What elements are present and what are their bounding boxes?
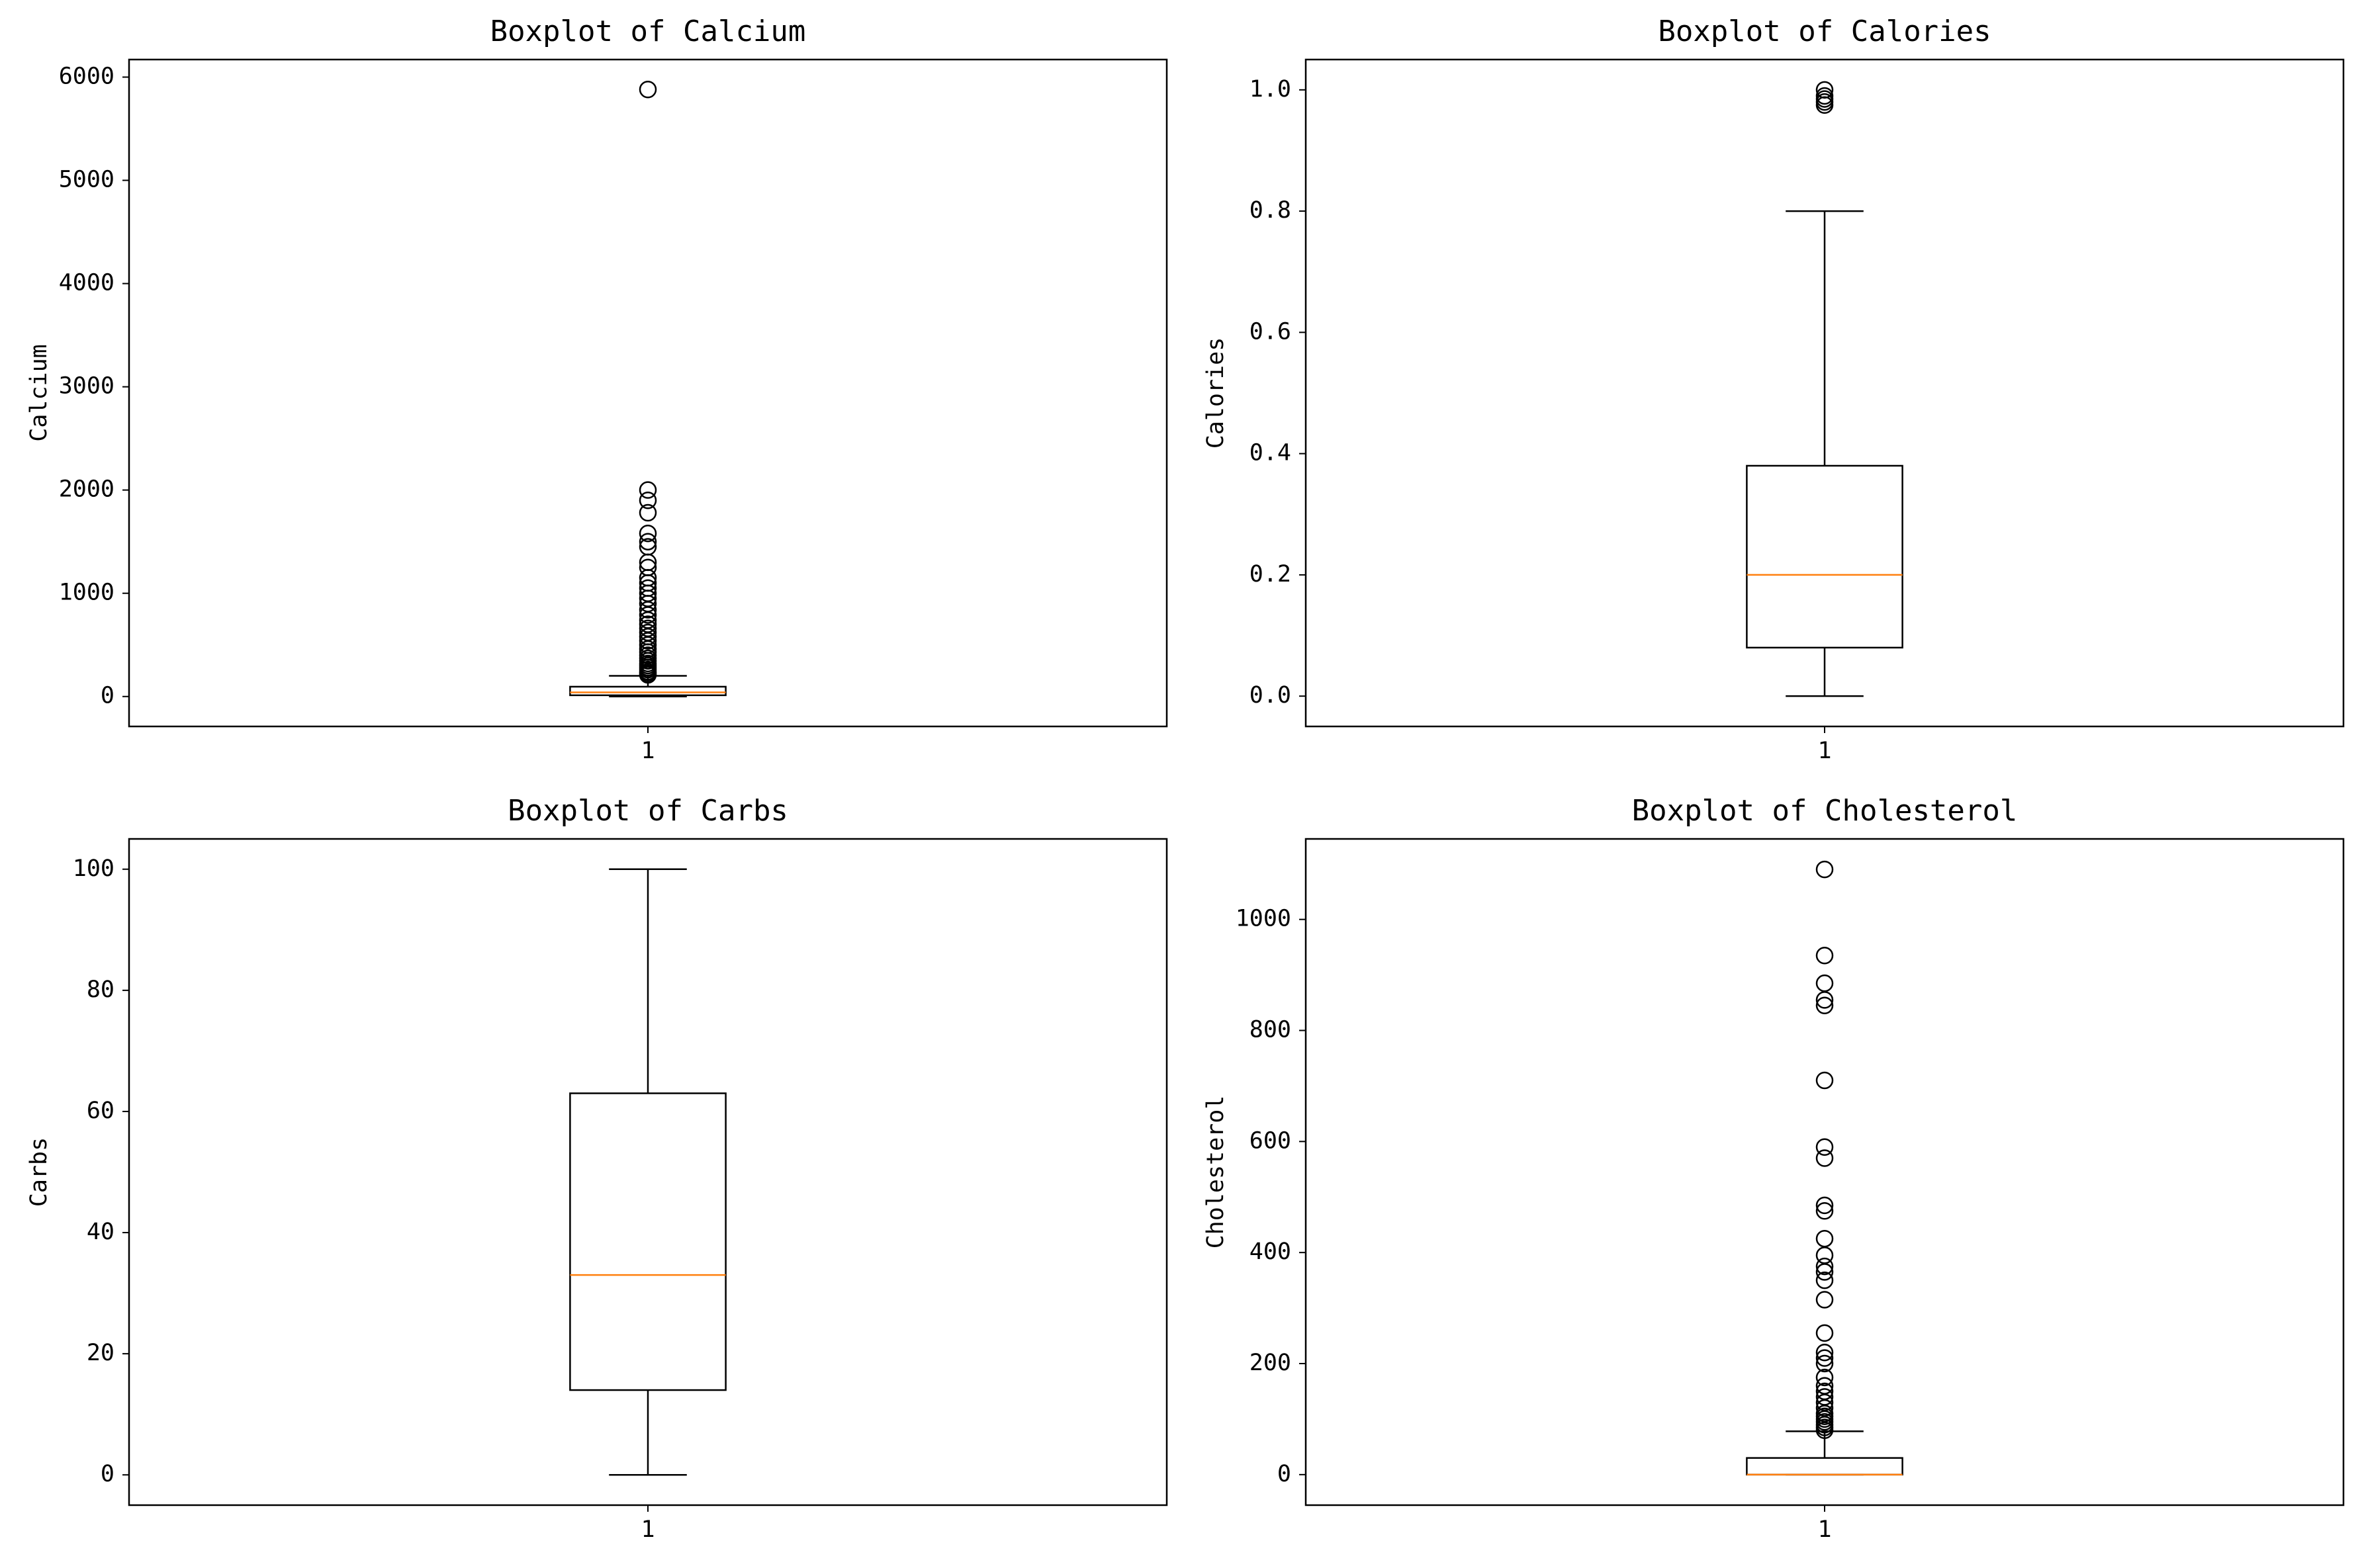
iqr-box (569, 1092, 727, 1391)
y-tick-label: 0 (101, 683, 114, 709)
outlier-point (639, 81, 657, 99)
outlier-point (639, 503, 657, 522)
axes-frame (128, 58, 1168, 728)
y-tick-label: 0.6 (1249, 318, 1291, 345)
chart-title: Boxplot of Cholesterol (1632, 794, 2018, 828)
y-tick-label: 40 (87, 1219, 114, 1245)
outlier-point (1815, 1382, 1834, 1401)
outlier-point (639, 533, 657, 550)
outlier-point (1815, 1201, 1834, 1220)
outlier-point (1815, 1271, 1834, 1289)
outlier-point (1815, 1368, 1834, 1387)
outlier-point (1815, 1291, 1834, 1309)
outlier-point (1815, 860, 1834, 879)
y-tick-label: 200 (1249, 1350, 1291, 1376)
y-tick-label: 0.8 (1249, 197, 1291, 224)
x-tick-label: 1 (641, 1516, 655, 1543)
outlier-point (1815, 1354, 1834, 1373)
outlier-point (1815, 1349, 1834, 1367)
subplot-3: 0 20 40 60 80 100 1 Boxplot of Carbs Carbs (26, 794, 1168, 1543)
x-tick-label: 1 (1817, 738, 1831, 764)
y-tick-label: 1.0 (1249, 76, 1291, 103)
subplot-4: 0 200 400 600 800 1000 1 Boxplot of Cholesterol… (1203, 794, 2345, 1543)
y-tick-label: 600 (1249, 1127, 1291, 1154)
y-tick-label: 0.0 (1249, 682, 1291, 709)
outlier-point (1815, 1246, 1834, 1264)
outlier-point (639, 623, 657, 642)
y-tick-label: 1000 (59, 580, 114, 606)
outlier-point (1815, 1388, 1834, 1406)
y-tick-label: 80 (87, 977, 114, 1003)
y-tick-label: 0 (1277, 1461, 1291, 1487)
outlier-point (639, 579, 657, 597)
outlier-point (1815, 87, 1834, 105)
outlier-point (639, 615, 657, 633)
outlier-point (1815, 996, 1834, 1014)
x-tick-label: 1 (641, 738, 655, 764)
y-tick-label: 1000 (1236, 906, 1291, 932)
y-axis-label: Calcium (26, 344, 52, 442)
y-tick-label: 100 (73, 855, 114, 882)
outlier-point (1815, 1138, 1834, 1156)
y-tick-label: 0 (101, 1461, 114, 1487)
chart-title: Boxplot of Carbs (508, 794, 788, 828)
y-tick-label: 6000 (59, 64, 114, 90)
outlier-point (639, 481, 657, 499)
outlier-point (639, 558, 657, 576)
y-tick-label: 0.4 (1249, 440, 1291, 466)
iqr-box (1746, 1457, 1903, 1476)
x-tick-label: 1 (1817, 1516, 1831, 1543)
y-axis-label: Cholesterol (1203, 1096, 1229, 1249)
outlier-point (1815, 946, 1834, 965)
chart-title: Boxplot of Calcium (490, 15, 806, 48)
outlier-point (639, 524, 657, 543)
subplot-1: 0 1000 2000 3000 4000 5000 6000 1 Boxplot of Cal… (26, 15, 1168, 764)
outlier-point (1815, 1196, 1834, 1215)
y-tick-label: 2000 (59, 476, 114, 503)
subplot-2: 0.0 0.2 0.4 0.6 0.8 1.0 1 Boxplot of Calories Ca… (1203, 15, 2345, 764)
outlier-point (1815, 1343, 1834, 1362)
outlier-point (1815, 1257, 1834, 1276)
outlier-point (1815, 1377, 1834, 1395)
y-tick-label: 60 (87, 1098, 114, 1124)
outlier-point (1815, 1071, 1834, 1090)
outlier-point (639, 619, 657, 638)
outlier-point (1815, 81, 1834, 99)
outlier-point (1815, 974, 1834, 992)
y-axis-label: Calories (1203, 337, 1229, 449)
outlier-point (639, 538, 657, 556)
chart-title: Boxplot of Calories (1658, 15, 1991, 48)
y-tick-label: 5000 (59, 167, 114, 193)
outlier-point (639, 492, 657, 509)
iqr-box (1746, 464, 1903, 649)
outlier-point (1815, 1229, 1834, 1248)
y-tick-label: 0.2 (1249, 561, 1291, 588)
y-tick-label: 800 (1249, 1017, 1291, 1043)
y-axis-label: Carbs (26, 1137, 52, 1207)
y-tick-label: 20 (87, 1340, 114, 1366)
outlier-point (1815, 1149, 1834, 1167)
y-tick-label: 4000 (59, 270, 114, 296)
iqr-box (569, 685, 727, 697)
y-tick-label: 3000 (59, 373, 114, 400)
outlier-point (1815, 1324, 1834, 1342)
y-tick-label: 400 (1249, 1239, 1291, 1265)
